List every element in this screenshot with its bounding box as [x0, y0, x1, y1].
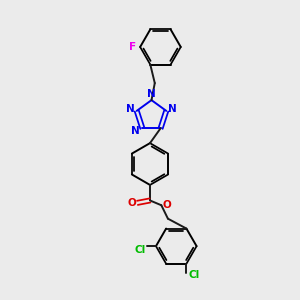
Text: Cl: Cl: [188, 270, 200, 280]
Text: N: N: [147, 89, 156, 99]
Text: O: O: [127, 198, 136, 208]
Text: O: O: [163, 200, 171, 210]
Text: N: N: [131, 126, 140, 136]
Text: N: N: [126, 104, 134, 114]
Text: N: N: [169, 104, 177, 114]
Text: F: F: [129, 42, 136, 52]
Text: Cl: Cl: [135, 245, 146, 255]
